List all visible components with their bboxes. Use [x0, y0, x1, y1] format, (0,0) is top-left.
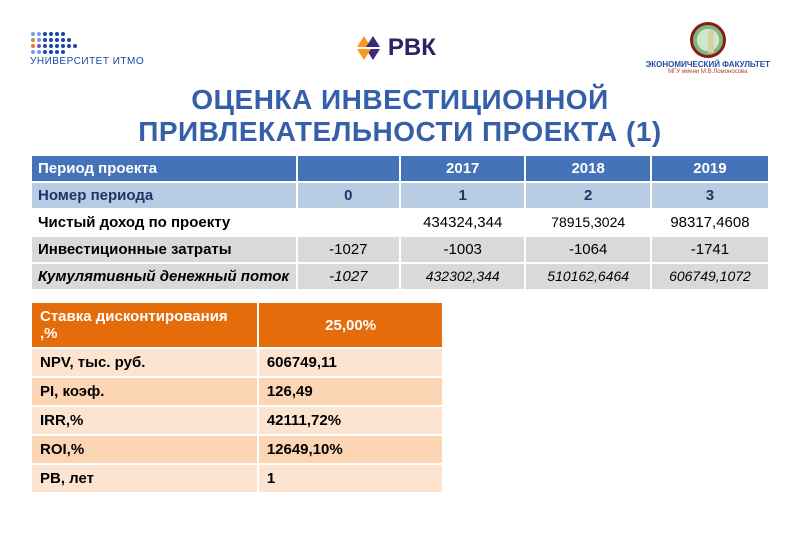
hdr-period-label: Период проекта	[31, 155, 297, 182]
table-row-header: Период проекта 2017 2018 2019	[31, 155, 769, 182]
cell: -1741	[651, 236, 769, 263]
slide: УНИВЕРСИТЕТ ИТМО РВК ЭКОНОМИЧЕСКИЙ ФАКУЛ…	[0, 0, 800, 553]
table-row: Чистый доход по проекту 434324,344 78915…	[31, 209, 769, 236]
table-row: IRR,% 42111,72%	[31, 406, 443, 435]
table-row: Кумулятивный денежный поток -1027 432302…	[31, 263, 769, 290]
table-row: PI, коэф. 126,49	[31, 377, 443, 406]
mgu-logo: ЭКОНОМИЧЕСКИЙ ФАКУЛЬТЕТ МГУ имени М.В.Ло…	[646, 22, 770, 75]
cell: 432302,344	[400, 263, 525, 290]
cell: 434324,344	[400, 209, 525, 236]
discount-label: Ставка дисконтирования ,%	[31, 302, 258, 348]
logo-bar: УНИВЕРСИТЕТ ИТМО РВК ЭКОНОМИЧЕСКИЙ ФАКУЛ…	[30, 18, 770, 78]
sub-period-num: 0	[297, 182, 400, 209]
periods-table: Период проекта 2017 2018 2019 Номер пери…	[30, 154, 770, 291]
cell: -1064	[525, 236, 650, 263]
discount-value: 25,00%	[258, 302, 444, 348]
cell: 606749,1072	[651, 263, 769, 290]
metric-label: PB, лет	[31, 464, 258, 493]
table-row: PB, лет 1	[31, 464, 443, 493]
hdr-year: 2018	[525, 155, 650, 182]
rvk-text: РВК	[388, 34, 436, 62]
metric-label: NPV, тыс. руб.	[31, 348, 258, 377]
cell: 98317,4608	[651, 209, 769, 236]
cell	[297, 209, 400, 236]
mgu-line2: МГУ имени М.В.Ломоносова	[646, 69, 770, 75]
itmo-name: УНИВЕРСИТЕТ ИТМО	[30, 56, 144, 67]
mgu-crest-icon	[690, 22, 726, 58]
metric-value: 12649,10%	[258, 435, 444, 464]
table-row-subheader: Номер периода 0 1 2 3	[31, 182, 769, 209]
sub-period-num: 2	[525, 182, 650, 209]
cell: -1027	[297, 263, 400, 290]
row-label: Инвестиционные затраты	[31, 236, 297, 263]
hdr-year	[297, 155, 400, 182]
hdr-year: 2017	[400, 155, 525, 182]
row-label: Чистый доход по проекту	[31, 209, 297, 236]
sub-period-label: Номер периода	[31, 182, 297, 209]
metric-label: IRR,%	[31, 406, 258, 435]
sub-period-num: 3	[651, 182, 769, 209]
metric-label: PI, коэф.	[31, 377, 258, 406]
rvk-logo: РВК	[354, 34, 436, 62]
table-row: Ставка дисконтирования ,% 25,00%	[31, 302, 443, 348]
cell: -1027	[297, 236, 400, 263]
metric-value: 1	[258, 464, 444, 493]
metric-value: 606749,11	[258, 348, 444, 377]
metric-value: 42111,72%	[258, 406, 444, 435]
cell: 510162,6464	[525, 263, 650, 290]
rvk-triangles-icon	[354, 34, 382, 62]
row-label: Кумулятивный денежный поток	[31, 263, 297, 290]
metric-value: 126,49	[258, 377, 444, 406]
table-row: Инвестиционные затраты -1027 -1003 -1064…	[31, 236, 769, 263]
slide-title: ОЦЕНКА ИНВЕСТИЦИОННОЙ ПРИВЛЕКАТЕЛЬНОСТИ …	[30, 84, 770, 148]
metric-label: ROI,%	[31, 435, 258, 464]
table-row: NPV, тыс. руб. 606749,11	[31, 348, 443, 377]
itmo-logo: УНИВЕРСИТЕТ ИТМО	[30, 30, 144, 67]
cell: -1003	[400, 236, 525, 263]
itmo-dots-icon	[30, 30, 144, 54]
cell: 78915,3024	[525, 209, 650, 236]
hdr-year: 2019	[651, 155, 769, 182]
sub-period-num: 1	[400, 182, 525, 209]
mgu-line1: ЭКОНОМИЧЕСКИЙ ФАКУЛЬТЕТ	[646, 60, 770, 69]
metrics-table: Ставка дисконтирования ,% 25,00% NPV, ты…	[30, 301, 444, 494]
table-row: ROI,% 12649,10%	[31, 435, 443, 464]
